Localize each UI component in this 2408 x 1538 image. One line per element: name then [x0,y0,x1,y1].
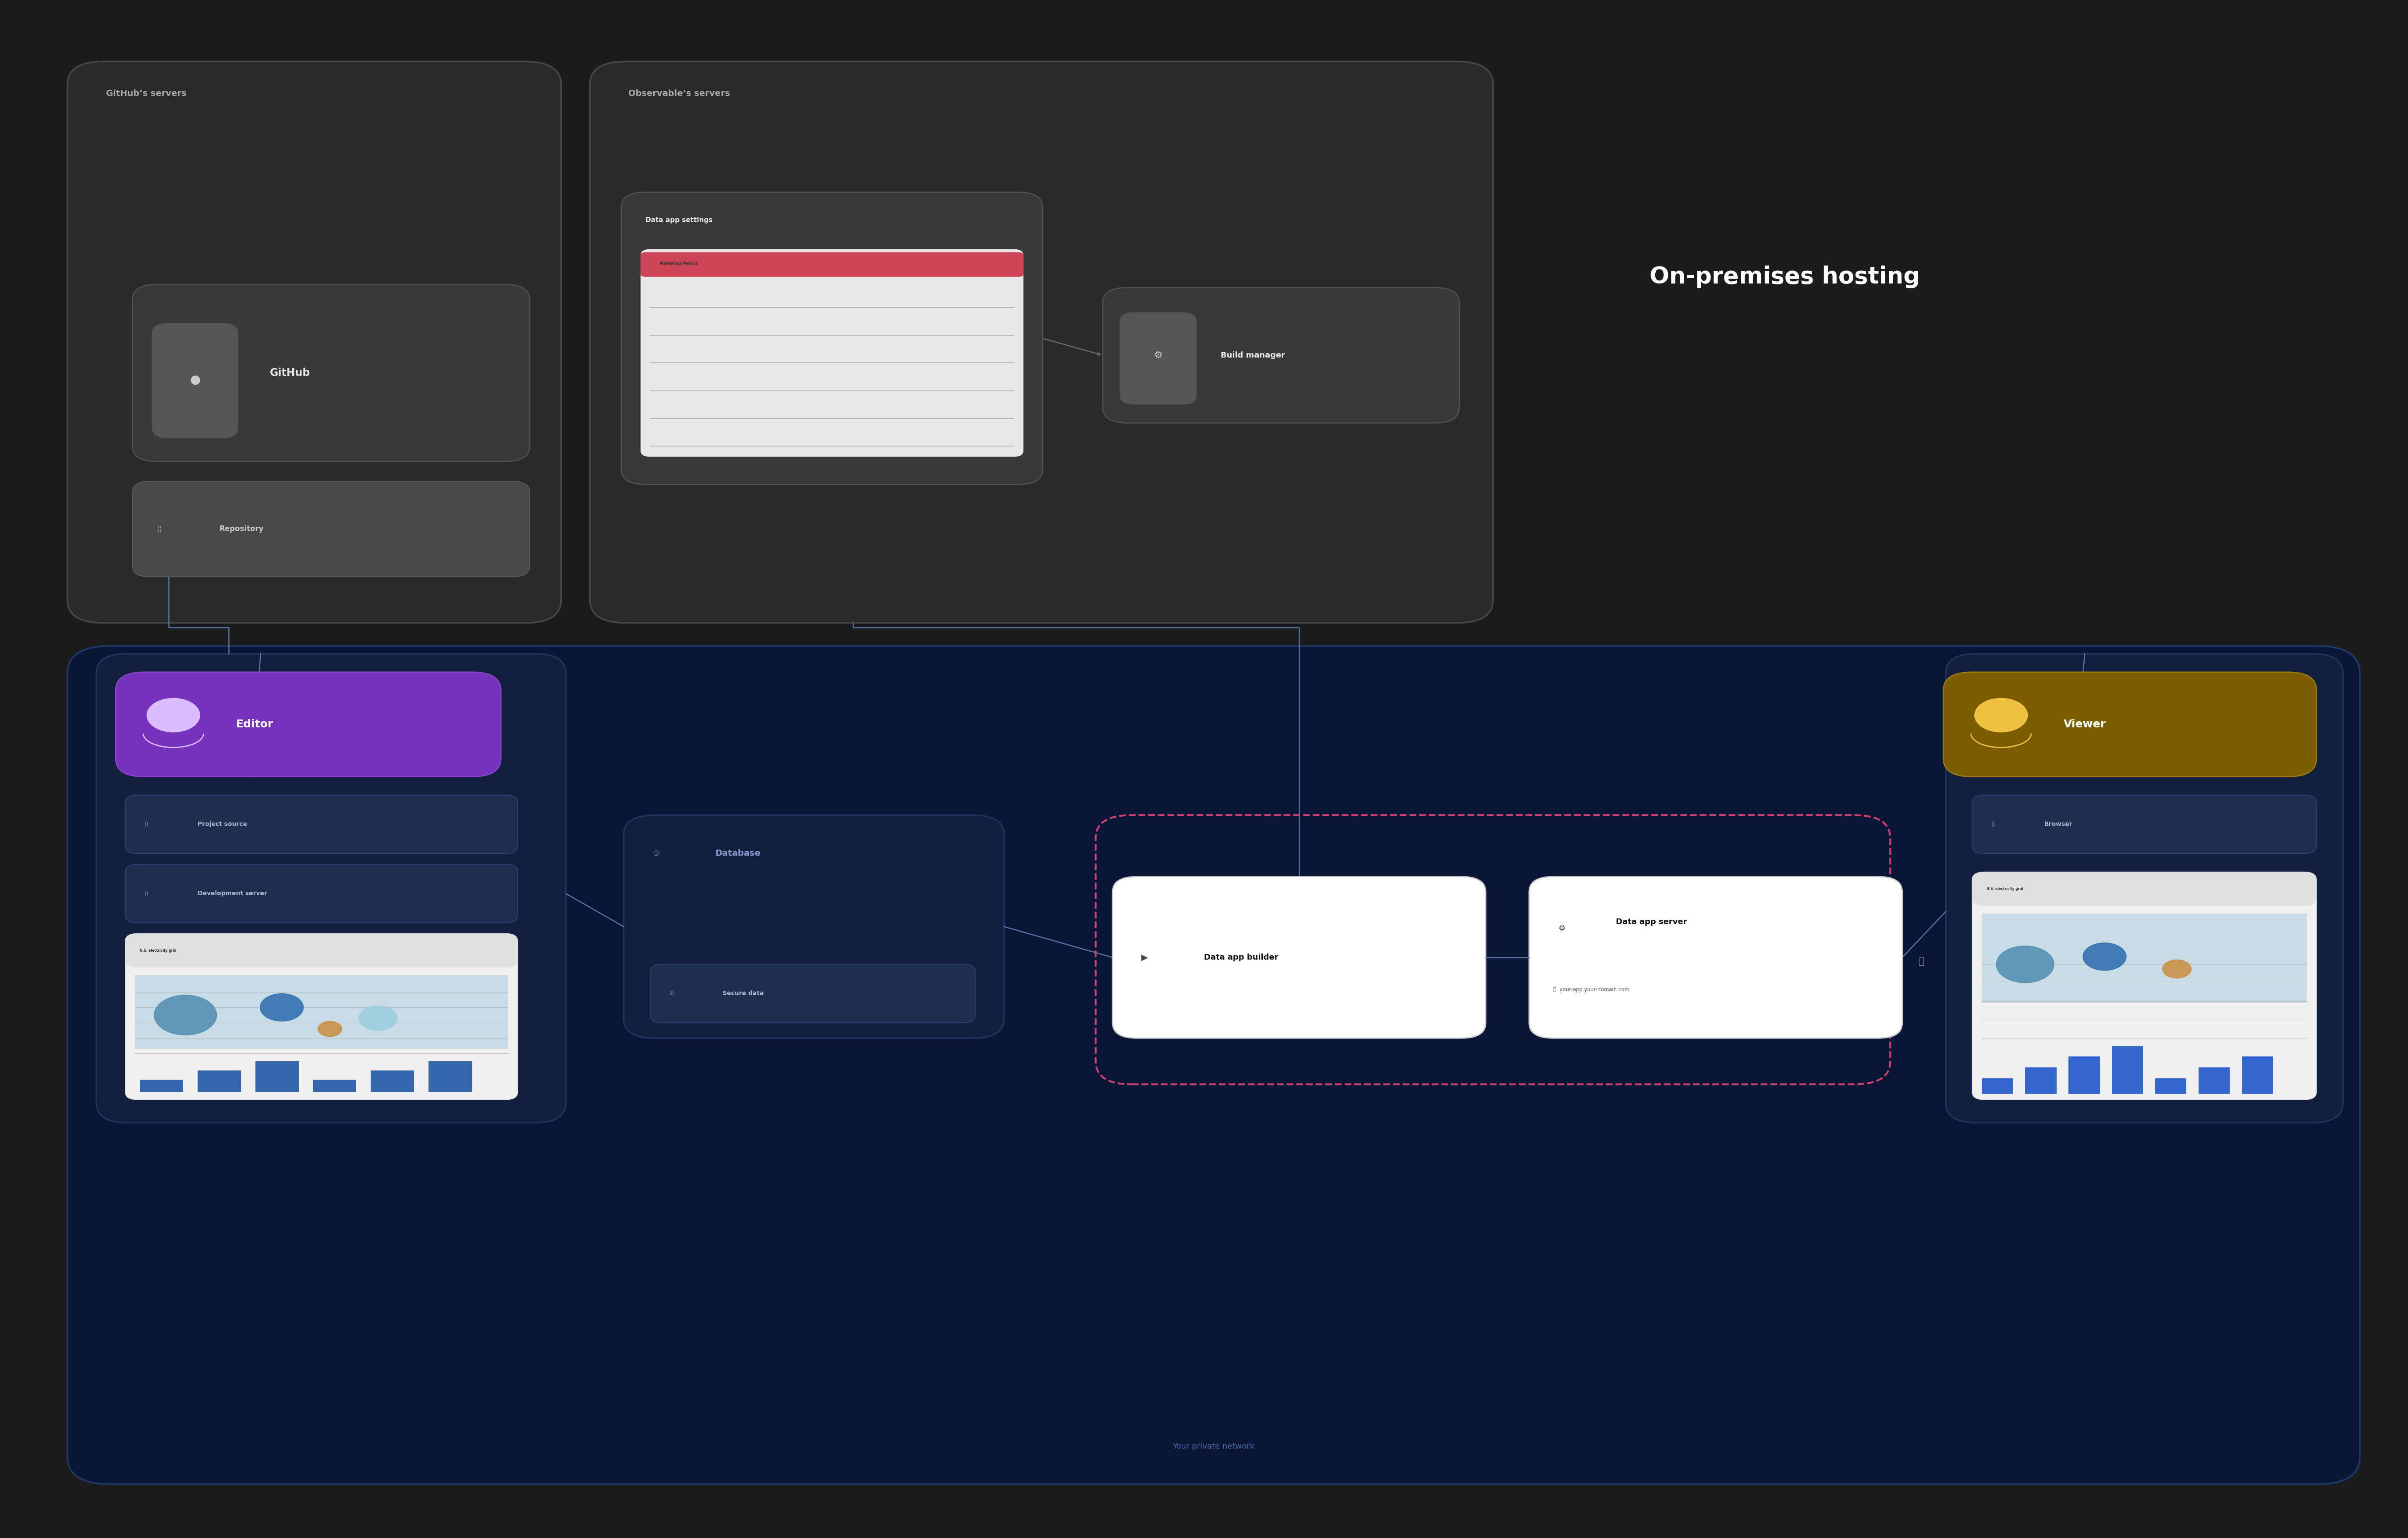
FancyBboxPatch shape [1972,872,2316,1100]
Text: GitHub: GitHub [270,368,311,378]
FancyBboxPatch shape [641,252,1023,277]
Text: ⚙: ⚙ [1558,924,1565,932]
Text: 🔗  your-app.your-domain.com: 🔗 your-app.your-domain.com [1553,987,1630,992]
Circle shape [147,698,200,732]
Bar [2068,1057,2100,1094]
Text: Data app settings: Data app settings [645,217,713,223]
Text: Database: Database [715,849,761,857]
Text: ●: ● [190,374,200,386]
Circle shape [359,1006,397,1030]
Circle shape [260,994,303,1021]
Text: U.S. electricity grid: U.S. electricity grid [140,949,176,952]
Text: GitHub’s servers: GitHub’s servers [106,89,185,97]
Text: ⊙: ⊙ [653,849,660,857]
Circle shape [318,1021,342,1037]
Text: Data app builder: Data app builder [1204,954,1279,961]
Circle shape [2083,943,2126,970]
FancyBboxPatch shape [132,285,530,461]
FancyBboxPatch shape [1946,654,2343,1123]
Bar [313,1080,356,1092]
Text: ⚙: ⚙ [1153,351,1163,360]
FancyBboxPatch shape [650,964,975,1023]
FancyBboxPatch shape [152,323,238,438]
Bar [1982,1078,2013,1094]
Bar [429,1061,472,1092]
Text: Marketing Metrics: Marketing Metrics [660,261,698,266]
FancyBboxPatch shape [116,672,501,777]
Text: ▶: ▶ [1141,954,1149,961]
FancyBboxPatch shape [125,795,518,854]
FancyBboxPatch shape [125,864,518,923]
Text: ⊞: ⊞ [669,990,674,997]
Text: Build manager: Build manager [1221,351,1286,360]
FancyBboxPatch shape [641,249,1023,457]
FancyBboxPatch shape [1529,877,1902,1038]
FancyBboxPatch shape [1120,312,1197,404]
FancyBboxPatch shape [67,646,2360,1484]
FancyBboxPatch shape [624,815,1004,1038]
Text: ⟨⟩: ⟨⟩ [144,891,149,897]
Text: ⍓: ⍓ [125,687,130,695]
Text: ⟨⟩: ⟨⟩ [1991,821,1996,827]
FancyBboxPatch shape [132,481,530,577]
Bar [2112,1046,2143,1094]
Text: Development server: Development server [197,891,267,897]
Bar [255,1061,299,1092]
Bar [2242,1057,2273,1094]
Text: Browser: Browser [2044,821,2073,827]
Circle shape [1975,698,2028,732]
Text: U.S. electricity grid: U.S. electricity grid [1987,887,2023,891]
FancyBboxPatch shape [590,62,1493,623]
FancyBboxPatch shape [1982,914,2307,1003]
Text: Editor: Editor [236,720,272,729]
Text: Local machine: Local machine [2037,687,2107,695]
FancyBboxPatch shape [67,62,561,623]
Text: Secure data: Secure data [722,990,763,997]
Bar [197,1070,241,1092]
Text: Project source: Project source [197,821,248,827]
FancyBboxPatch shape [135,975,508,1049]
Text: Viewer: Viewer [2064,720,2107,729]
FancyBboxPatch shape [125,934,518,1100]
Text: ⟨⟩: ⟨⟩ [157,524,161,534]
Circle shape [2162,960,2191,978]
Text: ⟨⟩: ⟨⟩ [144,821,149,827]
FancyBboxPatch shape [1103,288,1459,423]
Text: Data app server: Data app server [1616,918,1688,926]
FancyBboxPatch shape [621,192,1043,484]
Bar [2025,1067,2056,1094]
FancyBboxPatch shape [1943,672,2316,777]
Text: Local machine: Local machine [188,687,258,695]
FancyBboxPatch shape [1112,877,1486,1038]
Text: Your private network: Your private network [1173,1443,1255,1450]
Text: 🔒: 🔒 [1919,957,1924,966]
Bar [2155,1078,2186,1094]
Circle shape [1996,946,2054,983]
Text: ⍓: ⍓ [1975,687,1979,695]
Text: On-premises hosting: On-premises hosting [1649,266,1919,288]
Bar [371,1070,414,1092]
FancyBboxPatch shape [96,654,566,1123]
FancyBboxPatch shape [125,934,518,967]
FancyBboxPatch shape [1972,872,2316,906]
Text: Repository: Repository [219,524,262,534]
Bar [140,1080,183,1092]
Circle shape [154,995,217,1035]
FancyBboxPatch shape [1972,795,2316,854]
Text: Observable’s servers: Observable’s servers [628,89,730,97]
Bar [2199,1067,2230,1094]
